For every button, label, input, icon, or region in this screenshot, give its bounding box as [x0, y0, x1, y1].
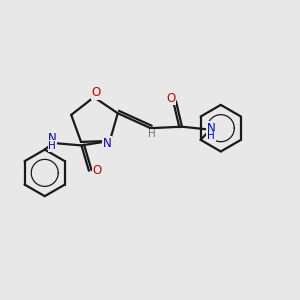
Text: H: H — [48, 141, 56, 151]
Text: O: O — [166, 92, 175, 105]
Text: O: O — [92, 86, 101, 100]
Text: H: H — [148, 129, 156, 139]
Text: N: N — [207, 122, 216, 135]
Text: O: O — [93, 164, 102, 177]
Text: H: H — [207, 131, 215, 141]
Text: N: N — [47, 132, 56, 145]
Text: N: N — [103, 137, 111, 150]
